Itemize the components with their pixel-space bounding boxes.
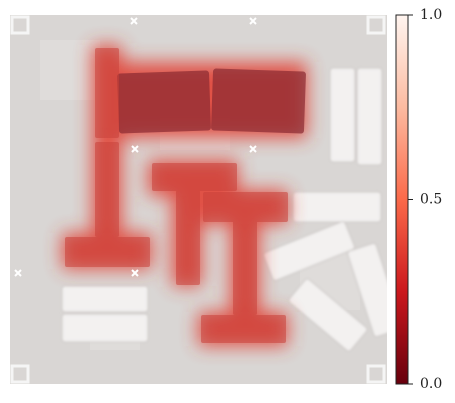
- colorbar-tick-label: 0.0: [420, 376, 442, 392]
- colorbar: [395, 14, 409, 385]
- colorbar-tick-label: 0.5: [420, 192, 442, 208]
- colorbar-tick-label: 1.0: [420, 7, 442, 23]
- scene-image: [10, 15, 387, 384]
